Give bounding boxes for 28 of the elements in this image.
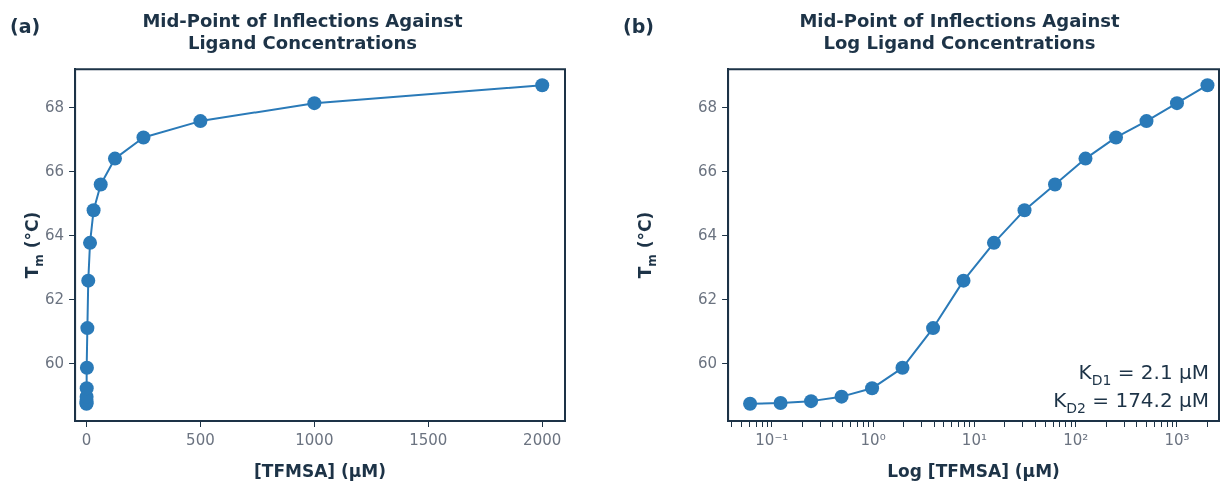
text: (a): [10, 15, 41, 37]
y-tick-label: 62: [697, 289, 718, 308]
y-tick-label: 66: [697, 161, 718, 180]
chart-title: Mid-Point of Inflections Against Ligand Concentrations: [142, 10, 464, 54]
x-tick-label: 500: [186, 430, 215, 449]
x-tick-label: 10²: [1063, 430, 1089, 449]
x-tick-label: 10⁻¹: [755, 430, 789, 449]
y-tick-label: 64: [697, 225, 718, 244]
x-tick-label: 0: [81, 430, 92, 449]
y-tick-label: 66: [44, 161, 65, 180]
x-tick-label: 1000: [295, 430, 334, 449]
y-tick-label: 62: [44, 289, 65, 308]
x-tick-label: 2000: [523, 430, 562, 449]
x-axis-title: [TFMSA] (μM): [254, 461, 387, 481]
y-tick-label: 68: [44, 97, 65, 116]
y-tick-label: 60: [697, 353, 718, 372]
y-tick-label: 64: [44, 225, 65, 244]
x-tick-label: 10³: [1164, 430, 1190, 449]
y-axis-title: Tm (°C): [635, 211, 660, 279]
x-tick-label: 10¹: [961, 430, 987, 449]
y-axis-title: Tm (°C): [22, 211, 47, 279]
x-tick-label: 10⁰: [860, 430, 886, 449]
y-tick-label: 60: [44, 353, 65, 372]
chart-title: Mid-Point of Inflections Against Log Ligand Concentrations: [799, 10, 1121, 54]
text: (b): [623, 15, 654, 37]
x-axis-title: Log [TFMSA] (μM): [887, 461, 1060, 481]
x-tick-label: 1500: [409, 430, 448, 449]
y-tick-label: 68: [697, 97, 718, 116]
